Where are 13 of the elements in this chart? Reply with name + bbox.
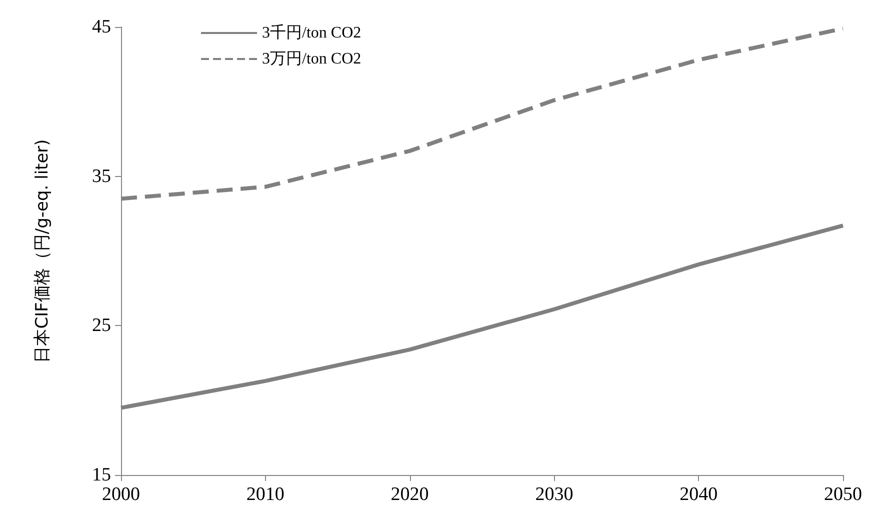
x-tick-label: 2050 (824, 484, 862, 505)
x-tick-label: 2020 (390, 484, 429, 505)
y-tick-label: 45 (92, 16, 111, 38)
x-tick-label: 2030 (535, 484, 574, 505)
y-tick-label: 35 (92, 166, 111, 187)
x-tick-label: 2040 (680, 484, 718, 505)
x-tick-label: 2000 (102, 484, 140, 505)
y-tick-label: 15 (92, 464, 111, 486)
y-tick-label: 25 (92, 315, 111, 336)
legend-label: 3万円/ton CO2 (262, 50, 362, 68)
x-tick-label: 2010 (246, 484, 284, 505)
legend-label: 3千円/ton CO2 (262, 24, 362, 42)
y-axis-title: 日本CIF価格（円/g-eq. liter) (32, 139, 52, 363)
